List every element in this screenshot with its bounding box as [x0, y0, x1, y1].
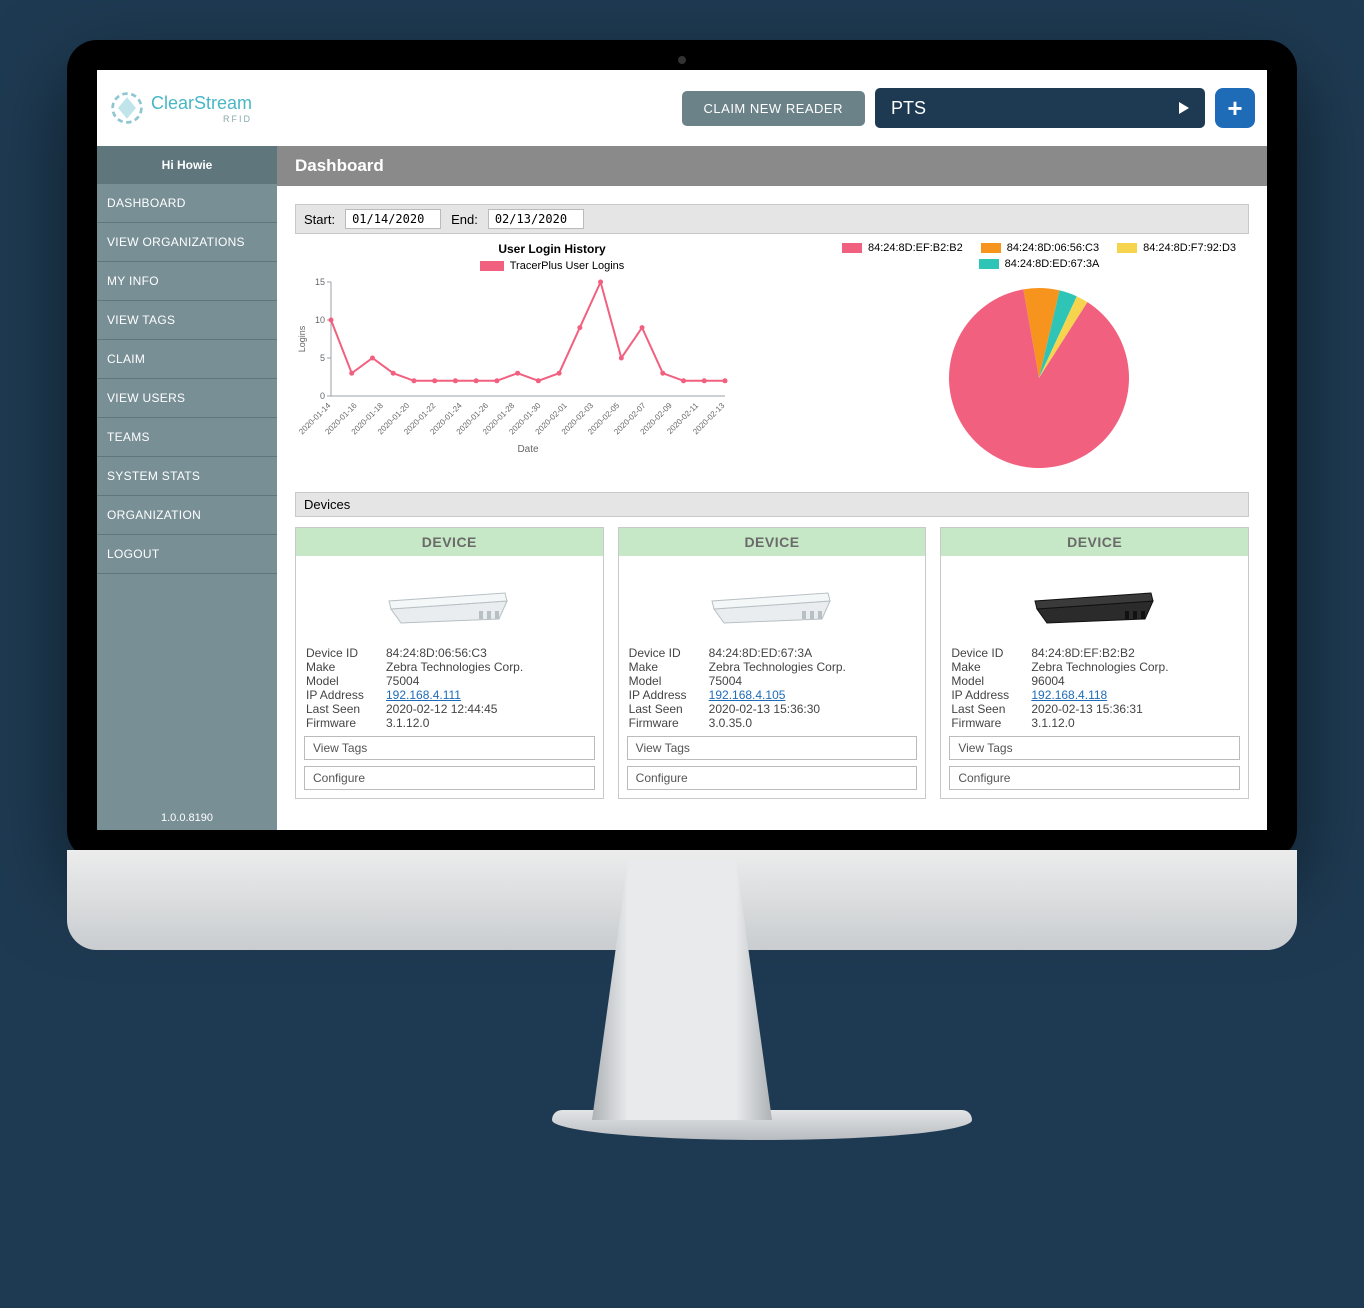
configure-button[interactable]: Configure — [627, 766, 918, 790]
line-chart-svg: 0510152020-01-142020-01-162020-01-182020… — [295, 276, 735, 456]
top-header: ClearStream RFID CLAIM NEW READER PTS + — [97, 70, 1267, 146]
pie-legend-item: 84:24:8D:EF:B2:B2 — [842, 242, 963, 254]
org-selector[interactable]: PTS — [875, 88, 1205, 128]
login-history-chart: User Login History TracerPlus User Login… — [295, 242, 809, 478]
org-selector-value: PTS — [891, 98, 926, 119]
sidebar-item-system-stats[interactable]: SYSTEM STATS — [97, 457, 277, 496]
svg-text:Logins: Logins — [297, 325, 307, 352]
pie-legend-item: 84:24:8D:06:56:C3 — [981, 242, 1099, 254]
device-card: DEVICE Device ID84:24:8D:ED:67:3A MakeZe… — [618, 527, 927, 799]
sidebar: Hi Howie DASHBOARDVIEW ORGANIZATIONSMY I… — [97, 146, 277, 830]
device-image — [619, 556, 926, 646]
claim-new-reader-button[interactable]: CLAIM NEW READER — [682, 91, 865, 126]
sidebar-greeting: Hi Howie — [97, 146, 277, 184]
version-label: 1.0.0.8190 — [97, 812, 277, 824]
add-button[interactable]: + — [1215, 88, 1255, 128]
start-date-input[interactable] — [345, 209, 441, 229]
brand-name: ClearStream — [151, 93, 252, 114]
configure-button[interactable]: Configure — [304, 766, 595, 790]
device-card-header: DEVICE — [941, 528, 1248, 556]
brand-sub: RFID — [151, 114, 252, 124]
device-card: DEVICE Device ID84:24:8D:EF:B2:B2 MakeZe… — [940, 527, 1249, 799]
device-info: Device ID84:24:8D:06:56:C3 MakeZebra Tec… — [296, 646, 603, 730]
devices-section-header: Devices — [295, 492, 1249, 517]
svg-text:0: 0 — [320, 391, 325, 401]
svg-text:10: 10 — [315, 315, 325, 325]
device-ip-link[interactable]: 192.168.4.118 — [1031, 688, 1107, 702]
device-card-header: DEVICE — [296, 528, 603, 556]
sidebar-item-claim[interactable]: CLAIM — [97, 340, 277, 379]
line-legend-label: TracerPlus User Logins — [510, 260, 625, 272]
sidebar-item-view-tags[interactable]: VIEW TAGS — [97, 301, 277, 340]
sidebar-item-view-users[interactable]: VIEW USERS — [97, 379, 277, 418]
sidebar-item-my-info[interactable]: MY INFO — [97, 262, 277, 301]
view-tags-button[interactable]: View Tags — [949, 736, 1240, 760]
logo-icon — [109, 90, 145, 126]
svg-text:15: 15 — [315, 277, 325, 287]
main-content: Dashboard Start: End: User Login History — [277, 146, 1267, 830]
pie-chart-panel: 84:24:8D:EF:B2:B2 84:24:8D:06:56:C3 84:24:… — [829, 242, 1249, 478]
device-ip-link[interactable]: 192.168.4.111 — [386, 688, 461, 702]
svg-text:Date: Date — [517, 444, 539, 455]
monitor-frame: ClearStream RFID CLAIM NEW READER PTS + … — [67, 40, 1297, 860]
device-image — [941, 556, 1248, 646]
device-info: Device ID84:24:8D:ED:67:3A MakeZebra Tec… — [619, 646, 926, 730]
device-card: DEVICE Device ID84:24:8D:06:56:C3 MakeZe… — [295, 527, 604, 799]
configure-button[interactable]: Configure — [949, 766, 1240, 790]
device-image — [296, 556, 603, 646]
sidebar-item-teams[interactable]: TEAMS — [97, 418, 277, 457]
start-label: Start: — [304, 212, 335, 227]
sidebar-item-logout[interactable]: LOGOUT — [97, 535, 277, 574]
device-info: Device ID84:24:8D:EF:B2:B2 MakeZebra Tec… — [941, 646, 1248, 730]
device-card-header: DEVICE — [619, 528, 926, 556]
svg-text:5: 5 — [320, 353, 325, 363]
sidebar-item-dashboard[interactable]: DASHBOARD — [97, 184, 277, 223]
brand-logo: ClearStream RFID — [109, 90, 252, 126]
pie-chart-svg — [939, 278, 1139, 478]
device-ip-link[interactable]: 192.168.4.105 — [709, 688, 786, 702]
page-title: Dashboard — [277, 146, 1267, 186]
pie-legend-item: 84:24:8D:ED:67:3A — [979, 258, 1100, 270]
sidebar-item-organization[interactable]: ORGANIZATION — [97, 496, 277, 535]
screen: ClearStream RFID CLAIM NEW READER PTS + … — [97, 70, 1267, 830]
end-date-input[interactable] — [488, 209, 584, 229]
line-chart-legend: TracerPlus User Logins — [295, 260, 809, 272]
date-range-bar: Start: End: — [295, 204, 1249, 234]
cursor-icon — [1179, 102, 1189, 114]
view-tags-button[interactable]: View Tags — [304, 736, 595, 760]
pie-chart-legend: 84:24:8D:EF:B2:B2 84:24:8D:06:56:C3 84:24:… — [829, 242, 1249, 270]
sidebar-item-view-organizations[interactable]: VIEW ORGANIZATIONS — [97, 223, 277, 262]
line-legend-swatch — [480, 261, 504, 271]
view-tags-button[interactable]: View Tags — [627, 736, 918, 760]
end-label: End: — [451, 212, 478, 227]
device-grid: DEVICE Device ID84:24:8D:06:56:C3 MakeZe… — [295, 527, 1249, 799]
pie-legend-item: 84:24:8D:F7:92:D3 — [1117, 242, 1236, 254]
line-chart-title: User Login History — [295, 242, 809, 256]
